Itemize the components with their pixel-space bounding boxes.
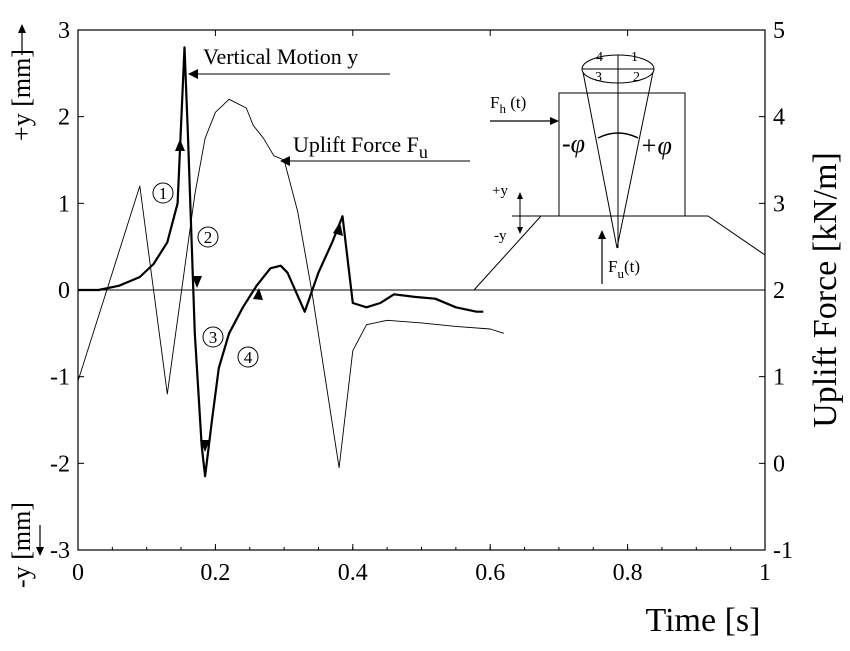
x-tick-label: 1 (759, 560, 771, 586)
x-tick-label: 0.6 (475, 560, 505, 586)
inset-minus-y: -y (494, 228, 507, 244)
annotation-uplift-force-text: Uplift Force F (293, 132, 419, 157)
inset-fu-label: Fu(t) (608, 257, 640, 281)
inset-fu-arrowhead (598, 230, 606, 239)
inset-schematic: 4 1 3 2 -φ +φ Fh (t) Fu(t) +y -y (473, 50, 766, 291)
y-left-tick-label: 3 (58, 18, 70, 44)
annotation-uplift-force-sub: u (419, 142, 428, 162)
svg-text:3: 3 (595, 70, 602, 85)
series (77, 46, 505, 478)
annotation-vertical-motion-arrowhead (188, 69, 198, 79)
step-label-4: 4 (237, 346, 259, 368)
inset-cone (582, 71, 654, 249)
ylabel-left-top-arrowhead (18, 24, 26, 33)
xlabel: Time [s] (646, 602, 761, 639)
inset-minus-phi: -φ (562, 129, 585, 158)
annotation-vertical-motion: Vertical Motion y (203, 44, 358, 69)
y-left-tick-label: -3 (50, 538, 70, 564)
ylabel-right: Uplift Force [kN/m] (807, 152, 844, 428)
y-right-tick-label: 0 (773, 451, 785, 477)
inset-y-arrowhead-up (517, 192, 523, 199)
motion-arrow-5 (333, 222, 343, 236)
y-right-tick-label: 3 (773, 191, 785, 217)
x-tick-label: 0.4 (338, 560, 368, 586)
x-tick-label: 0.2 (200, 560, 230, 586)
y-right-tick-label: 2 (773, 278, 785, 304)
ylabel-left-bottom-arrowhead (36, 547, 44, 556)
svg-text:4: 4 (596, 50, 603, 65)
y-left-tick-label: 0 (58, 278, 70, 304)
svg-text:1: 1 (631, 50, 638, 65)
y-left-tick-label: -2 (50, 451, 70, 477)
series-vertical-motion (78, 46, 484, 478)
x-tick-label: 0 (72, 560, 84, 586)
step-label-1: 1 (152, 182, 174, 204)
annotation-uplift-force-arrowhead (280, 156, 290, 166)
y-right-tick-label: 1 (773, 365, 785, 391)
motion-arrow-3 (200, 440, 210, 452)
y-right-tick-label: 5 (773, 18, 785, 44)
inset-fh-label: Fh (t) (490, 93, 526, 116)
inset-fh-arrowhead (550, 117, 559, 125)
inset-plus-phi: +φ (640, 131, 672, 160)
x-tick-label: 0.8 (613, 560, 643, 586)
inset-block (558, 92, 686, 217)
y-right-tick-label: -1 (773, 538, 793, 564)
y-left-tick-label: -1 (50, 365, 70, 391)
step-label-3: 3 (202, 326, 224, 348)
inset-plus-y: +y (492, 183, 508, 199)
svg-text:4: 4 (244, 348, 253, 367)
svg-text:2: 2 (204, 228, 213, 247)
motion-arrow-4 (253, 288, 263, 300)
ylabel-left-top: +y [mm] (7, 49, 36, 141)
step-label-2: 2 (197, 226, 219, 248)
inset-y-arrowhead-down (517, 227, 523, 234)
inset-phi-arc (597, 132, 639, 139)
y-right-tick-label: 4 (773, 105, 785, 131)
svg-text:1: 1 (159, 184, 168, 203)
svg-text:2: 2 (633, 70, 640, 85)
ylabel-left-bottom: -y [mm] (7, 502, 36, 588)
motion-arrow-2 (192, 276, 202, 288)
ticks: 0 0.2 0.4 0.6 0.8 1 3 2 1 0 -1 -2 -3 5 4 3 2 1 0 -1 (50, 18, 793, 586)
svg-text:3: 3 (209, 328, 218, 347)
y-left-tick-label: 1 (58, 191, 70, 217)
annotation-uplift-force: Uplift Force Fu (293, 132, 428, 162)
motion-arrow-1 (175, 139, 185, 151)
series-uplift-force (77, 98, 505, 469)
y-left-tick-label: 2 (58, 105, 70, 131)
